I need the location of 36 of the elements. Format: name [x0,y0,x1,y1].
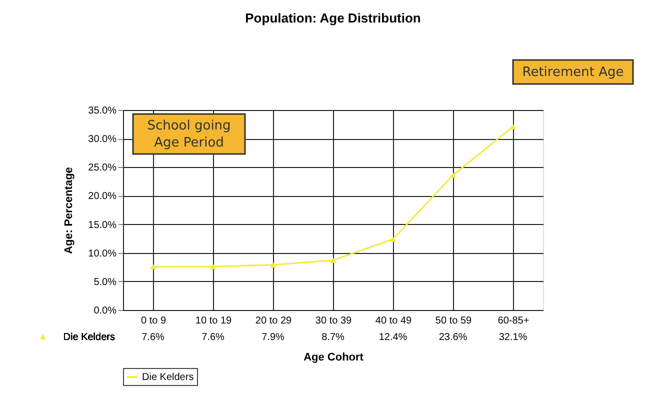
data-label: 12.4% [378,332,408,343]
y-tick-label: 20.0% [88,191,117,202]
x-tick-label: 10 to 19 [195,316,232,326]
point [450,172,456,178]
data-label: 8.7% [322,332,345,343]
y-tick-label: 5.0% [94,276,117,288]
x-tick-label: 40 to 49 [375,316,412,326]
data-label: 23.6% [438,332,468,343]
y-axis-title: Age: Percentage [63,167,76,254]
x-axis-title: Age Cohort [304,352,364,364]
annotation: School going Age Period [147,118,231,150]
x-tick-label: 50 to 59 [435,316,472,326]
point [210,264,216,270]
data-label: 7.6% [202,332,225,343]
y-tick-label: 0.0% [94,306,117,316]
x-tick-label: 20 to 29 [255,316,292,326]
chart-title: Population: Age Distribution [245,10,421,26]
x-tick-label: 30 to 39 [315,316,352,326]
point [150,264,156,270]
point [270,262,276,268]
y-tick-label: 15.0% [88,220,117,231]
point [390,236,396,242]
point [330,258,336,264]
x-tick-label: 60-85+ [498,316,530,326]
text: Die Kelders [142,372,194,383]
y-tick-label: 35.0% [88,106,117,116]
legend-label: Die Kelders [63,332,115,343]
point [510,124,516,130]
y-tick-label: 10.0% [88,248,117,260]
text: Retirement Age [522,65,624,80]
data-label: 7.9% [262,332,285,343]
y-tick-label: 25.0% [88,162,117,174]
y-tick-label: 30.0% [88,134,117,146]
data-label: 32.1% [498,332,528,343]
x-tick-label: 0 to 9 [140,316,166,326]
data-label: 7.6% [142,332,165,343]
